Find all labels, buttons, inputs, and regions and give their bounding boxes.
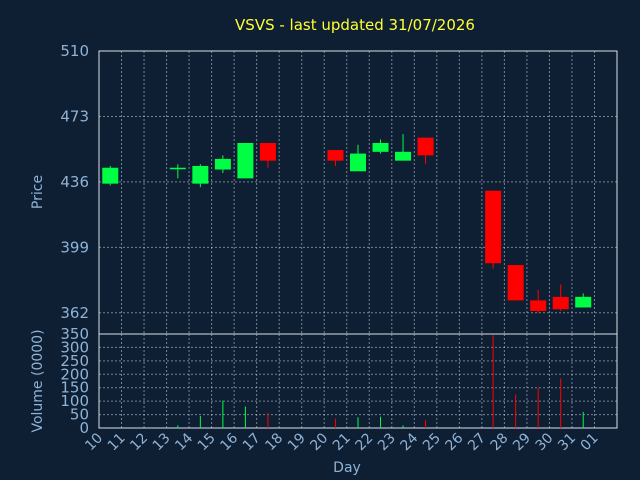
candle-body (417, 137, 434, 156)
candle-body (214, 158, 231, 170)
price-axis-label: Price (30, 175, 46, 209)
candle-body (395, 151, 412, 161)
chart-title: VSVS - last updated 31/07/2026 (235, 16, 475, 34)
candle-body (192, 165, 209, 184)
price-panel: 510 473 436 399 362 350 (60, 42, 618, 343)
volume-tick-label: 150 (60, 379, 89, 397)
volume-tick-label: 100 (60, 392, 89, 410)
candle-body (350, 153, 366, 172)
candle-body (169, 167, 186, 170)
volume-axis-label: Volume (0000) (30, 329, 46, 432)
volume-tick-label: 300 (60, 338, 89, 356)
volume-tick-label: 250 (60, 352, 89, 370)
price-tick-label: 350 (60, 325, 89, 343)
x-axis-label: Day (333, 460, 361, 476)
candle-body (259, 142, 276, 161)
price-tick-label: 399 (60, 238, 89, 256)
candle-body (327, 150, 344, 161)
price-tick-label: 510 (60, 42, 89, 60)
candle-body (102, 167, 119, 184)
candle-body (237, 142, 254, 179)
x-axis: 1011121314151617181920212223242526272829… (82, 430, 601, 454)
candle-body (552, 296, 569, 310)
volume-tick-label: 200 (60, 365, 89, 383)
candle-body (485, 190, 502, 264)
volume-tick-label: 50 (70, 406, 89, 424)
price-tick-label: 362 (60, 304, 89, 322)
candle-body (530, 300, 547, 312)
candle-body (575, 296, 592, 308)
volume-tick-label: 0 (79, 419, 89, 437)
candle-body (372, 142, 389, 152)
candle-body (507, 265, 524, 301)
price-tick-label: 473 (60, 107, 89, 125)
price-tick-label: 436 (60, 173, 89, 191)
